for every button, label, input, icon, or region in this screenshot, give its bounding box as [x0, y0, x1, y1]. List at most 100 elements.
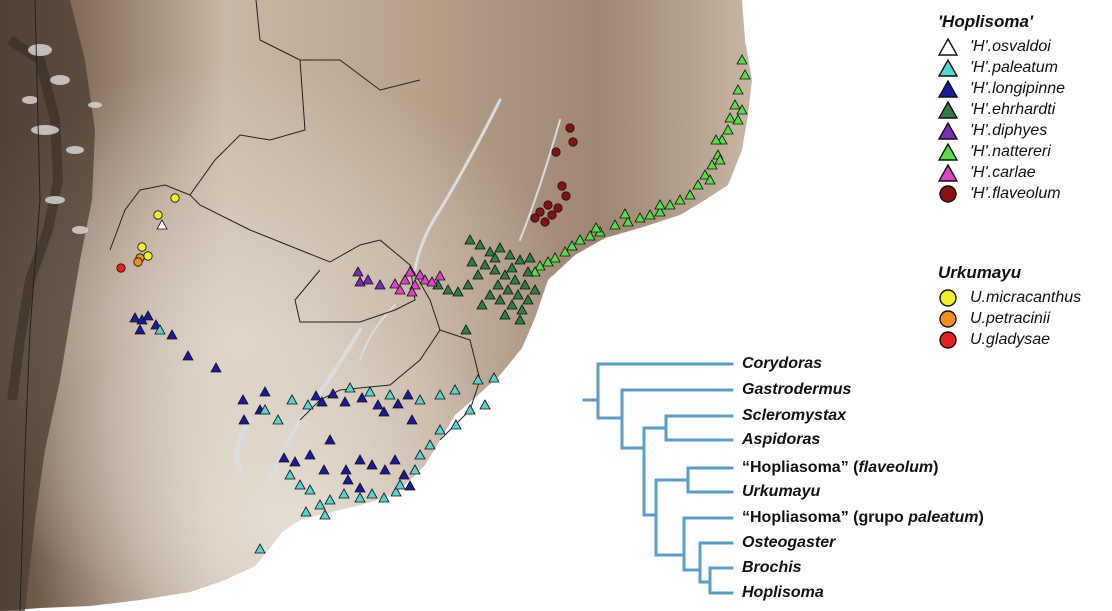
occurrence-marker	[692, 179, 704, 190]
occurrence-marker	[406, 286, 418, 297]
occurrence-marker	[524, 252, 536, 263]
occurrence-marker	[133, 257, 143, 267]
occurrence-marker	[434, 270, 446, 281]
occurrence-marker	[378, 492, 390, 503]
occurrence-marker	[304, 449, 316, 460]
occurrence-marker	[324, 494, 336, 505]
occurrence-marker	[286, 394, 298, 405]
urkumayu-legend-item: U.petracinii	[938, 308, 1081, 329]
occurrence-marker	[294, 479, 306, 490]
occurrence-marker	[289, 456, 301, 467]
occurrence-marker	[426, 276, 438, 287]
occurrence-marker	[489, 264, 501, 275]
occurrence-marker	[424, 439, 436, 450]
urkumayu-legend-item: U.gladysae	[938, 329, 1081, 350]
occurrence-marker	[150, 319, 162, 330]
occurrence-marker	[166, 329, 178, 340]
occurrence-marker	[356, 392, 368, 403]
occurrence-marker	[534, 260, 546, 271]
occurrence-marker	[394, 284, 406, 295]
occurrence-marker	[452, 286, 464, 297]
occurrence-marker	[549, 252, 561, 263]
occurrence-marker	[479, 259, 491, 270]
occurrence-marker	[434, 424, 446, 435]
occurrence-marker	[310, 390, 322, 401]
occurrence-marker	[479, 399, 491, 410]
occurrence-marker	[464, 404, 476, 415]
occurrence-marker	[316, 396, 328, 407]
occurrence-marker	[472, 269, 484, 280]
occurrence-marker	[324, 434, 336, 445]
occurrence-marker	[409, 464, 421, 475]
distribution-map	[0, 0, 752, 611]
occurrence-marker	[182, 350, 194, 361]
hoplisoma-legend-item: 'H'.ehrhardti	[937, 99, 1065, 120]
occurrence-marker	[378, 406, 390, 417]
occurrence-marker	[409, 279, 421, 290]
occurrence-marker	[364, 386, 376, 397]
circle-marker-icon	[938, 184, 964, 204]
occurrence-marker	[153, 210, 163, 220]
occurrence-marker	[654, 199, 666, 210]
hoplisoma-legend-item: 'H'.paleatum	[937, 57, 1065, 78]
occurrence-marker	[389, 454, 401, 465]
occurrence-marker	[259, 386, 271, 397]
occurrence-marker	[684, 189, 696, 200]
occurrence-marker	[664, 199, 676, 210]
occurrence-marker	[710, 134, 722, 145]
occurrence-marker	[327, 388, 339, 399]
occurrence-marker	[442, 284, 454, 295]
occurrence-marker	[492, 279, 504, 290]
occurrence-marker	[278, 452, 290, 463]
occurrence-marker	[736, 104, 748, 115]
occurrence-marker	[489, 252, 501, 263]
triangle-marker-icon	[937, 37, 964, 57]
legend-item-label: 'H'.longipinne	[970, 79, 1066, 97]
hoplisoma-legend-item: 'H'.flaveolum	[938, 183, 1065, 204]
legend-item-label: U.micracanthus	[970, 288, 1082, 306]
occurrence-marker	[116, 263, 126, 273]
occurrence-marker	[460, 324, 472, 335]
occurrence-marker	[674, 194, 686, 205]
occurrence-marker	[354, 454, 366, 465]
occurrence-marker	[499, 309, 511, 320]
occurrence-marker	[272, 414, 284, 425]
occurrence-marker	[474, 239, 486, 250]
triangle-marker-icon	[937, 142, 964, 162]
occurrence-marker	[156, 219, 168, 230]
occurrence-marker	[553, 203, 563, 213]
occurrence-marker	[384, 389, 396, 400]
occurrence-marker	[704, 174, 716, 185]
occurrence-marker	[238, 414, 250, 425]
occurrence-marker	[739, 69, 751, 80]
occurrence-marker	[522, 294, 534, 305]
legend-item-label: 'H'.carlae	[970, 163, 1036, 181]
urkumayu-legend-item: U.micracanthus	[938, 287, 1081, 308]
tree-taxon-label: Hoplisoma	[742, 584, 824, 601]
triangle-marker-icon	[937, 100, 964, 120]
occurrence-marker	[499, 269, 511, 280]
occurrence-marker	[566, 240, 578, 251]
legend-item-label: 'H'.flaveolum	[970, 184, 1061, 202]
occurrence-marker	[339, 396, 351, 407]
occurrence-marker	[506, 262, 518, 273]
occurrence-marker	[699, 169, 711, 180]
occurrence-marker	[519, 279, 531, 290]
triangle-marker-icon	[937, 163, 964, 183]
legend-item-label: 'H'.osvaldoi	[970, 37, 1051, 55]
triangle-marker-icon	[937, 79, 964, 99]
occurrence-marker	[344, 382, 356, 393]
occurrence-marker	[462, 279, 474, 290]
occurrence-marker	[644, 209, 656, 220]
occurrence-marker	[314, 499, 326, 510]
occurrence-marker	[374, 279, 386, 290]
occurrence-marker	[609, 219, 621, 230]
occurrence-marker	[543, 200, 553, 210]
occurrence-marker	[137, 242, 147, 252]
occurrence-marker	[619, 208, 631, 219]
occurrence-marker	[450, 419, 462, 430]
tree-taxon-label: Urkumayu	[742, 483, 821, 500]
occurrence-marker	[318, 464, 330, 475]
occurrence-marker	[509, 274, 521, 285]
